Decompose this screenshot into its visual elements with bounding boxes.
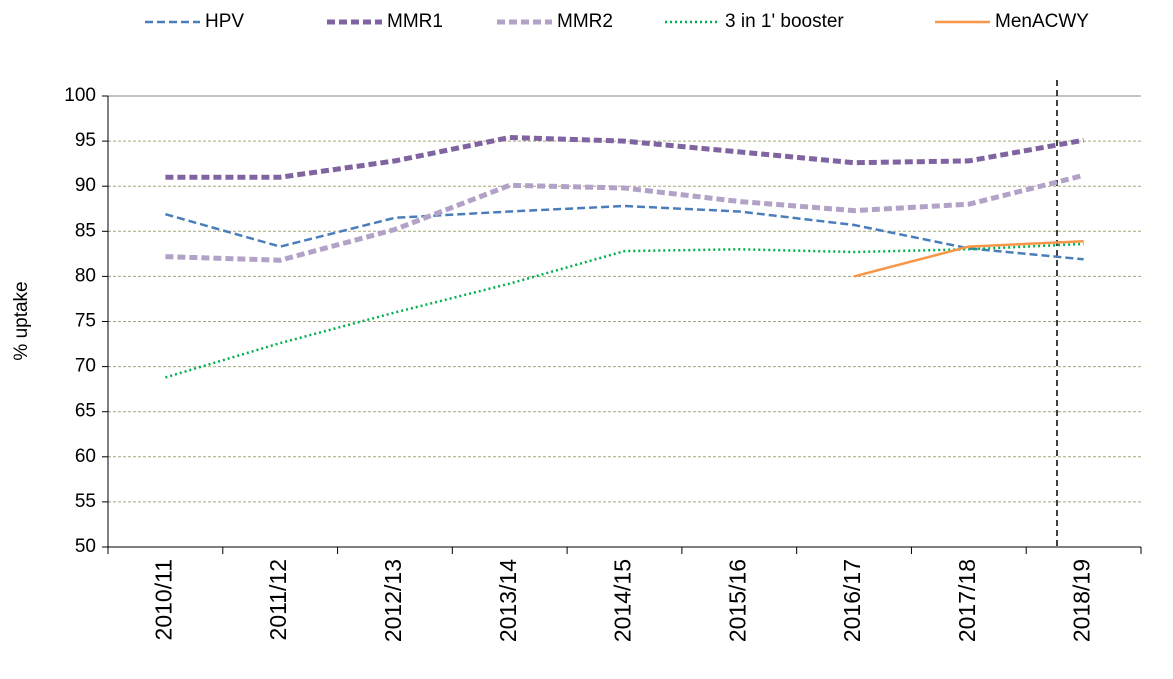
x-tick-label: 2014/15 (610, 559, 636, 642)
x-tick-label: 2012/13 (380, 559, 406, 642)
y-tick-label: 90 (75, 175, 96, 196)
x-tick-label: 2013/14 (495, 559, 521, 642)
legend-label: MMR2 (557, 11, 613, 32)
x-tick-label: 2010/11 (150, 559, 176, 640)
x-tick-label: 2016/17 (839, 559, 865, 642)
legend-label: MenACWY (995, 11, 1089, 32)
y-tick-label: 100 (64, 85, 96, 106)
y-tick-label: 50 (75, 536, 96, 557)
y-tick-label: 80 (75, 265, 96, 286)
series-line (165, 204, 1084, 261)
legend-label: HPV (205, 11, 244, 32)
y-tick-label: 75 (75, 311, 96, 332)
y-tick-label: 70 (75, 356, 96, 377)
x-tick-label: 2018/19 (1069, 559, 1095, 642)
series-line (165, 135, 1085, 180)
legend-label: 3 in 1' booster (725, 11, 844, 32)
series-line (853, 239, 1084, 278)
y-tick-label: 55 (75, 491, 96, 512)
x-tick-label: 2017/18 (954, 559, 980, 642)
y-axis-label: % uptake (11, 281, 32, 360)
series-line (165, 242, 1084, 379)
y-tick-label: 65 (75, 401, 96, 422)
series-line (165, 172, 1085, 263)
legend-label: MMR1 (387, 11, 443, 32)
y-tick-label: 85 (75, 220, 96, 241)
y-tick-label: 95 (75, 130, 96, 151)
y-tick-label: 60 (75, 446, 96, 467)
x-tick-label: 2015/16 (724, 559, 750, 642)
x-tick-label: 2011/12 (265, 559, 291, 640)
